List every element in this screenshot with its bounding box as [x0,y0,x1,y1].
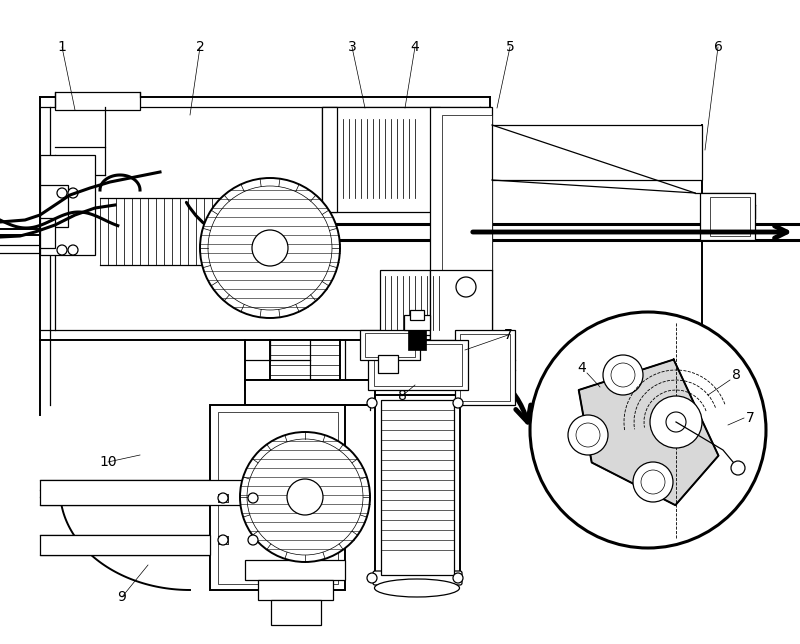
Bar [360,330,420,360]
Bar [218,536,228,544]
Circle shape [252,230,288,266]
Circle shape [200,178,340,318]
Circle shape [530,312,766,548]
Text: 4: 4 [410,40,419,54]
Circle shape [247,439,363,555]
Circle shape [68,245,78,255]
Circle shape [248,493,258,503]
Bar [40,185,68,227]
Bar [40,535,210,555]
Bar [404,315,430,330]
Bar [365,333,415,357]
Text: 1: 1 [58,40,66,54]
Bar [322,107,337,212]
Circle shape [641,470,665,494]
Text: 6: 6 [714,40,722,54]
Circle shape [367,573,377,583]
Bar [455,330,515,405]
Circle shape [68,188,78,198]
Ellipse shape [374,579,459,597]
Circle shape [453,573,463,583]
Circle shape [576,423,600,447]
Bar [245,380,375,405]
Bar [410,310,424,320]
Bar [40,480,250,505]
Text: 7: 7 [746,411,754,425]
Bar [368,340,468,390]
Bar [374,344,462,386]
Bar [381,400,454,575]
Bar [40,155,95,255]
Bar [700,193,755,240]
Bar [460,334,510,401]
Bar [442,115,492,335]
Bar [380,270,450,335]
Circle shape [611,363,635,387]
Polygon shape [578,359,718,505]
Bar [322,107,440,212]
Bar [492,125,702,180]
Circle shape [666,412,686,432]
Bar [210,405,345,590]
Text: 4: 4 [578,361,586,375]
Bar [218,412,338,584]
Bar [218,494,228,502]
Bar [375,395,460,580]
Bar [430,270,492,340]
Circle shape [453,398,463,408]
Bar [55,92,140,110]
Circle shape [287,479,323,515]
Text: 5: 5 [506,40,514,54]
Circle shape [568,415,608,455]
Bar [430,107,492,340]
Circle shape [248,535,258,545]
Text: 7: 7 [504,328,512,342]
Circle shape [456,277,476,297]
Bar [408,320,426,350]
Text: 9: 9 [118,590,126,604]
Circle shape [633,462,673,502]
Circle shape [731,461,745,475]
Circle shape [208,186,332,310]
Bar [245,560,345,580]
FancyBboxPatch shape [373,571,462,585]
Circle shape [218,535,228,545]
Circle shape [603,355,643,395]
Circle shape [57,188,67,198]
Bar [710,197,750,236]
Bar [271,600,321,625]
Text: 3: 3 [348,40,356,54]
Bar [378,355,398,373]
Text: 8: 8 [398,389,406,403]
Text: 10: 10 [99,455,117,469]
Circle shape [650,396,702,448]
Bar [258,580,333,600]
Text: 8: 8 [731,368,741,382]
Text: 2: 2 [196,40,204,54]
Bar [218,536,228,544]
Circle shape [57,245,67,255]
Circle shape [367,398,377,408]
Bar [40,218,55,248]
Circle shape [240,432,370,562]
Bar [218,494,228,502]
Circle shape [218,493,228,503]
